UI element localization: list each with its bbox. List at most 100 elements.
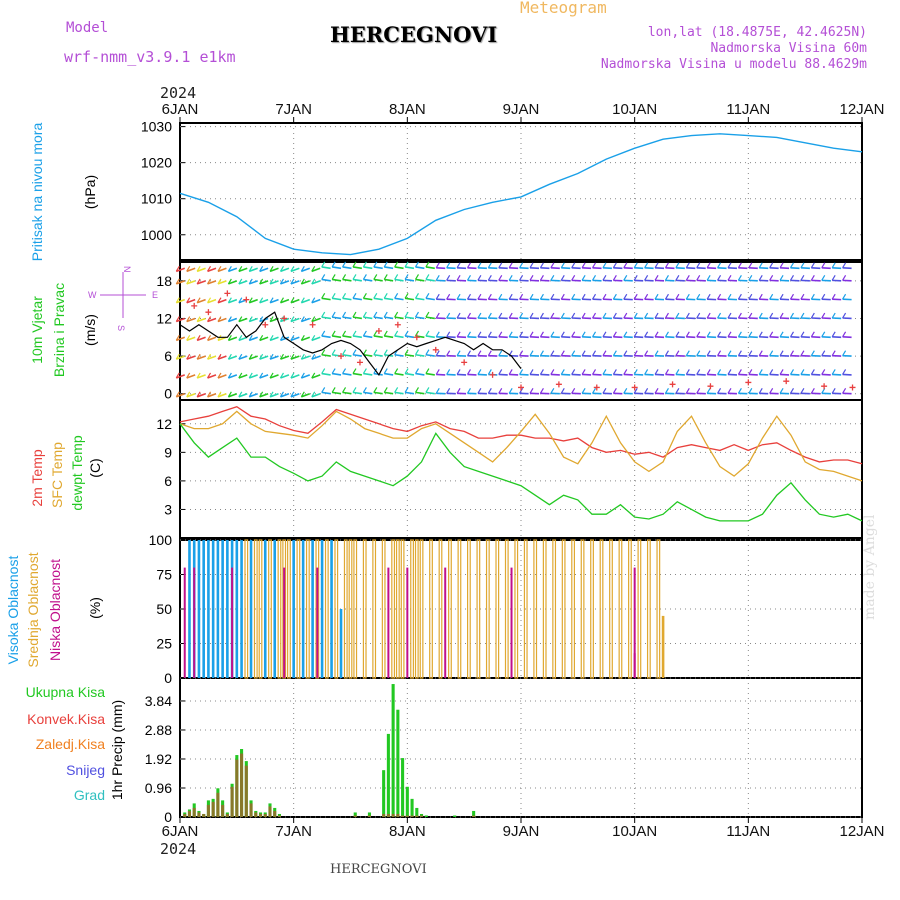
wind-barb-flag xyxy=(373,292,378,299)
wind-barb-flag xyxy=(727,262,732,269)
wind-barb-flag xyxy=(800,369,805,375)
wind-barb xyxy=(290,317,300,323)
wind-barb-flag xyxy=(498,312,503,319)
wind-barb xyxy=(384,266,394,270)
wind-barb-flag xyxy=(592,262,597,269)
wind-barb-flag xyxy=(789,293,795,300)
wind-barb-flag xyxy=(456,312,461,319)
wind-barb xyxy=(217,298,227,304)
wind-barb xyxy=(394,335,404,339)
precip-conv-bar xyxy=(405,815,409,817)
wind-barb-flag xyxy=(290,335,295,341)
wind-barb xyxy=(176,355,186,360)
wind-barb xyxy=(394,297,404,301)
cloud-mid-bar xyxy=(258,539,263,679)
wind-barb-flag xyxy=(675,312,680,319)
wind-barb-flag xyxy=(758,350,763,356)
wind-barb-flag xyxy=(279,278,284,285)
wind-barb-flag xyxy=(539,369,544,375)
precip-conv-bar xyxy=(367,815,371,817)
wind-barb xyxy=(186,374,196,379)
cloud-high-bar xyxy=(263,540,267,678)
wind-barb-flag xyxy=(498,387,503,394)
wind-barb-flag xyxy=(706,350,711,356)
wind-barb-flag xyxy=(207,266,212,272)
wind-barb-flag xyxy=(321,261,326,268)
wind-barb-flag xyxy=(404,330,409,337)
cloud-mid-bar xyxy=(438,539,443,679)
wind-barb-flag xyxy=(748,350,753,356)
wind-barb-flag xyxy=(623,312,628,319)
y-tick-label: 3.84 xyxy=(145,693,172,709)
wind-barb-flag xyxy=(550,350,555,356)
cloud-mid-bar xyxy=(467,539,471,679)
footer-station: HERCEGNOVI xyxy=(330,862,427,877)
wind-barb-flag xyxy=(456,331,461,338)
wind-barb-flag xyxy=(300,353,305,360)
wind-barb xyxy=(415,278,425,282)
wind-barb-flag xyxy=(706,293,711,300)
wind-barb-flag xyxy=(550,312,555,319)
wind-barb-flag xyxy=(706,369,711,375)
y-tick-label: 12 xyxy=(156,310,172,326)
wind-barb-flag xyxy=(321,274,326,280)
wind-barb-flag xyxy=(352,368,357,374)
precip-conv-bar xyxy=(415,815,419,817)
wind-gust-marker xyxy=(432,346,439,353)
wind-barb-flag xyxy=(789,275,795,281)
cloud-low-bar xyxy=(231,567,234,678)
wind-barb-flag xyxy=(227,391,232,398)
wind-barb-flag xyxy=(404,292,409,299)
wind-barb xyxy=(394,316,404,320)
wind-barb-flag xyxy=(779,262,784,269)
wind-barb-flag xyxy=(331,368,336,374)
wind-barb-flag xyxy=(789,387,795,394)
temp-2m-label: 2m Temp xyxy=(29,449,45,507)
wind-barb-flag xyxy=(217,297,222,304)
wind-barb-flag xyxy=(633,331,638,338)
wind-barb-flag xyxy=(331,292,336,299)
cloud-mid-bar xyxy=(552,539,557,679)
cloud-mid-bar xyxy=(324,539,329,679)
wind-barb-flag xyxy=(435,262,440,269)
wind-barb-flag xyxy=(696,262,701,269)
cloud-mid-bar xyxy=(410,539,414,679)
cloud-mid-bar xyxy=(448,539,452,679)
cloud-high-bar xyxy=(320,540,324,678)
wind-barb-flag xyxy=(706,275,711,281)
wind-barb-flag xyxy=(311,391,316,398)
wind-barb-flag xyxy=(800,275,805,281)
wind-barb-flag xyxy=(196,372,201,379)
wind-barb-flag xyxy=(664,350,669,356)
wind-barb-flag xyxy=(810,275,815,281)
wind-barb-flag xyxy=(175,391,180,398)
wind-barb-flag xyxy=(602,293,607,300)
wind-barb-flag xyxy=(227,372,232,379)
wind-barb-flag xyxy=(581,369,586,375)
wind-barb-flag xyxy=(748,293,753,300)
wind-barb-flag xyxy=(248,266,253,272)
wind-barb-flag xyxy=(498,350,503,356)
wind-barb-flag xyxy=(207,372,212,379)
wind-barb-flag xyxy=(217,266,222,272)
wind-barb-flag xyxy=(737,331,742,338)
wind-barb-flag xyxy=(383,387,388,393)
wind-barb-flag xyxy=(623,369,628,375)
wind-barb-flag xyxy=(352,387,357,393)
wind-gust-marker xyxy=(191,302,198,309)
cloud-mid-bar xyxy=(343,539,348,679)
wind-barb-flag xyxy=(259,391,264,398)
wind-barb xyxy=(217,374,227,379)
wind-barb-flag xyxy=(487,293,492,300)
wind-barb-flag xyxy=(633,275,638,281)
wind-barb xyxy=(280,267,290,273)
wind-barb-flag xyxy=(456,350,461,356)
wind-barb-flag xyxy=(779,369,784,375)
wind-barb-flag xyxy=(737,262,742,269)
wind-barb-flag xyxy=(321,311,326,318)
wind-barb-flag xyxy=(769,312,774,319)
cloud-mid-bar xyxy=(646,539,651,679)
wind-barb xyxy=(238,267,248,273)
wind-barb xyxy=(373,266,383,270)
